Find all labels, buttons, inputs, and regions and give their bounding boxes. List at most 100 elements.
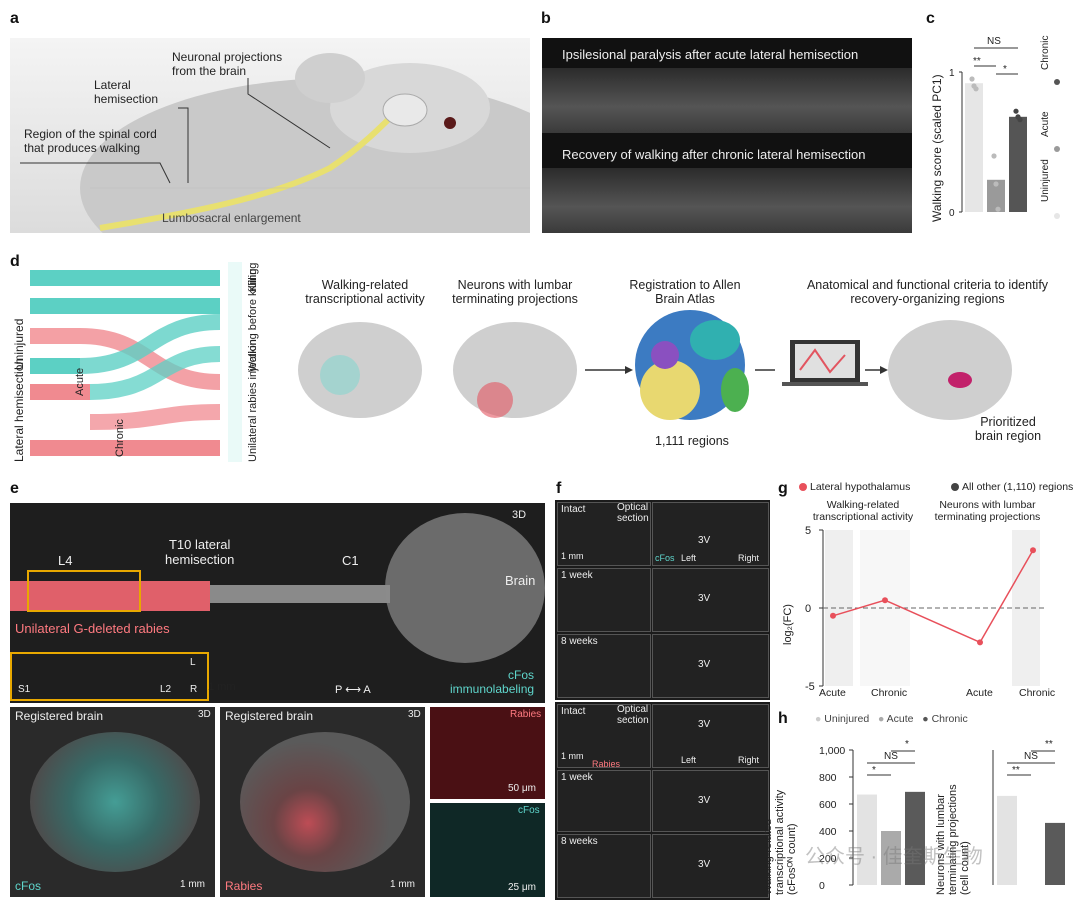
- label-lumbosacral: Lumbosacral enlargement: [162, 211, 301, 225]
- chart-h-left-ticklabel: 200: [819, 853, 837, 865]
- chart-g-point-lh: [977, 639, 983, 646]
- label-left-1: Left: [681, 553, 697, 563]
- chart-h-left-bar-chronic: [905, 791, 925, 885]
- chart-c-point: [995, 206, 1001, 212]
- row-8weeks-2: 8 weeks: [561, 836, 598, 847]
- chart-c-point: [1013, 108, 1019, 114]
- label-3v-4: 3V: [698, 719, 711, 730]
- group-chronic: Chronic: [114, 419, 126, 457]
- chart-h-left-ticklabel: 600: [819, 799, 837, 811]
- chart-g-xlabel: Acute: [819, 687, 846, 698]
- chart-h-left-sig-top: *: [905, 739, 909, 750]
- chart-g-xlabel: Acute: [966, 687, 993, 698]
- label-brain: Brain: [505, 573, 536, 588]
- chart-h-left-sig-left: *: [872, 765, 876, 776]
- chart-h-right-bar-chronic: [1045, 822, 1065, 885]
- row-intact-2: Intact: [561, 706, 586, 717]
- chart-c-legend-dot: [1054, 146, 1060, 152]
- chart-c-ticklabel: 1: [949, 68, 955, 79]
- label-3v-5: 3V: [698, 795, 711, 806]
- chart-c-legend-dot: [1054, 79, 1060, 85]
- scale-1mm-f1: 1 mm: [561, 551, 584, 561]
- spinal-cord-3d-image: 3D L4 T10 lateral hemisection C1 Brain U…: [10, 503, 545, 703]
- chart-g-series-lh: [832, 549, 1034, 644]
- chart-g-ticklabel: -5: [805, 681, 815, 693]
- chart-g-point-lh: [830, 612, 836, 619]
- label-t10: T10 lateral hemisection: [165, 537, 235, 567]
- legend-h: ● Uninjured ● Acute ● Chronic: [815, 713, 968, 725]
- panel-label-c: c: [926, 10, 935, 27]
- inset-label-l2: L2: [160, 684, 172, 695]
- legend-h-uninjured: Uninjured: [824, 713, 870, 725]
- label-3v-6: 3V: [698, 859, 711, 870]
- label-3v-3: 3V: [698, 659, 711, 670]
- label-cfos-f: cFos: [655, 553, 675, 563]
- legend-lateral-hypothalamus: Lateral hypothalamus: [810, 481, 911, 493]
- inset-rabies-zoom: Rabies 50 μm: [430, 707, 545, 799]
- chronic-strip: [542, 168, 912, 233]
- chart-h-left-ticklabel: 0: [819, 880, 825, 892]
- chart-c-point: [1017, 117, 1023, 123]
- label-3d-1: 3D: [198, 709, 211, 720]
- sankey-diagram: [30, 262, 242, 462]
- heading-criteria: Anatomical and functional criteria to id…: [806, 278, 1049, 306]
- chart-g-ticklabel: 5: [805, 525, 811, 537]
- log-fc-chart: -5 0 5 Acute Chronic Acute Chronic: [799, 483, 1055, 698]
- legend-uninjured: Uninjured: [1040, 159, 1051, 202]
- panel-label-a: a: [10, 10, 19, 27]
- chart-g-ylabel: log₂(FC): [782, 604, 794, 645]
- label-prioritized-region: Prioritized brain region: [975, 415, 1042, 443]
- group-title-lumbar: Neurons with lumbar terminating projecti…: [934, 499, 1041, 523]
- label-region-spinal-cord: Region of the spinal cord that produces …: [24, 127, 157, 155]
- chart-g-xlabel: Chronic: [871, 687, 907, 698]
- row-1week-1: 1 week: [561, 570, 593, 581]
- inset-spinal-cord: L R S1 L2: [10, 652, 209, 701]
- label-cfos-immuno: cFos immunolabeling: [450, 668, 535, 696]
- panel-label-h: h: [778, 710, 788, 727]
- label-right-2: Right: [738, 755, 760, 765]
- chart-g-ticklabel: 0: [805, 603, 811, 615]
- chart-h-right-sig-left: **: [1012, 765, 1020, 776]
- chart-c-bar-acute: [987, 179, 1005, 212]
- label-3v-1: 3V: [698, 535, 711, 546]
- scale-1mm-1: 1 mm: [180, 879, 205, 890]
- group-lateral-hemisection: Lateral hemisection: [12, 357, 26, 462]
- legend-chronic: Chronic: [1040, 35, 1051, 70]
- chart-c-bar-chronic: [1009, 116, 1027, 212]
- heading-lumbar-projections: Neurons with lumbar terminating projecti…: [452, 278, 578, 306]
- chart-h-right-bar-uninjured: [997, 795, 1017, 885]
- label-pa-axis: P ⟷ A: [335, 684, 371, 696]
- chart-h-left-ylabel: Walking-related transcriptional activity…: [762, 789, 798, 895]
- watermark: 公众号 · 佳奎斯生物: [805, 846, 983, 868]
- chart-h-right-sig-ns: NS: [1024, 751, 1038, 762]
- label-registered-brain-1: Registered brain: [15, 709, 104, 723]
- caption-acute: Ipsilesional paralysis after acute later…: [562, 47, 859, 62]
- label-right-1: Right: [738, 553, 760, 563]
- row-8weeks-1: 8 weeks: [561, 636, 598, 647]
- inset-label-l: L: [190, 657, 196, 668]
- chart-c-point: [993, 181, 999, 187]
- legend-acute: Acute: [1040, 111, 1051, 137]
- chart-h-left-bar-uninjured: [857, 794, 877, 885]
- chart-c-ylabel: Walking score (scaled PC1): [930, 74, 944, 222]
- chart-c-sig-uninj-acute: **: [973, 56, 981, 67]
- inset-cfos-zoom: cFos 25 μm: [430, 803, 545, 897]
- label-left-2: Left: [681, 755, 697, 765]
- label-3d: 3D: [512, 509, 527, 521]
- scale-1mm-inset: 1 mm: [208, 681, 236, 693]
- panel-label-b: b: [541, 10, 551, 27]
- label-optical-section-2: Optical section: [617, 704, 649, 726]
- caption-chronic: Recovery of walking after chronic latera…: [562, 147, 866, 162]
- label-neuronal-projections: Neuronal projections from the brain: [172, 50, 283, 78]
- heading-walking-transcriptional: Walking-related transcriptional activity: [305, 278, 425, 306]
- chart-c-sig-ns: NS: [987, 36, 1001, 47]
- chart-c-sig-acute-chronic: *: [1003, 64, 1007, 75]
- label-optical-section-1: Optical section: [617, 502, 649, 524]
- label-rabies-2: Rabies: [510, 709, 542, 720]
- inset-label-s1: S1: [18, 684, 31, 695]
- rabies-sections: Intact 1 mm Rabies 3V Left Right Optical sec…: [555, 702, 770, 900]
- label-rabies-f: Rabies: [592, 759, 621, 768]
- label-rabies-1: Rabies: [225, 879, 263, 893]
